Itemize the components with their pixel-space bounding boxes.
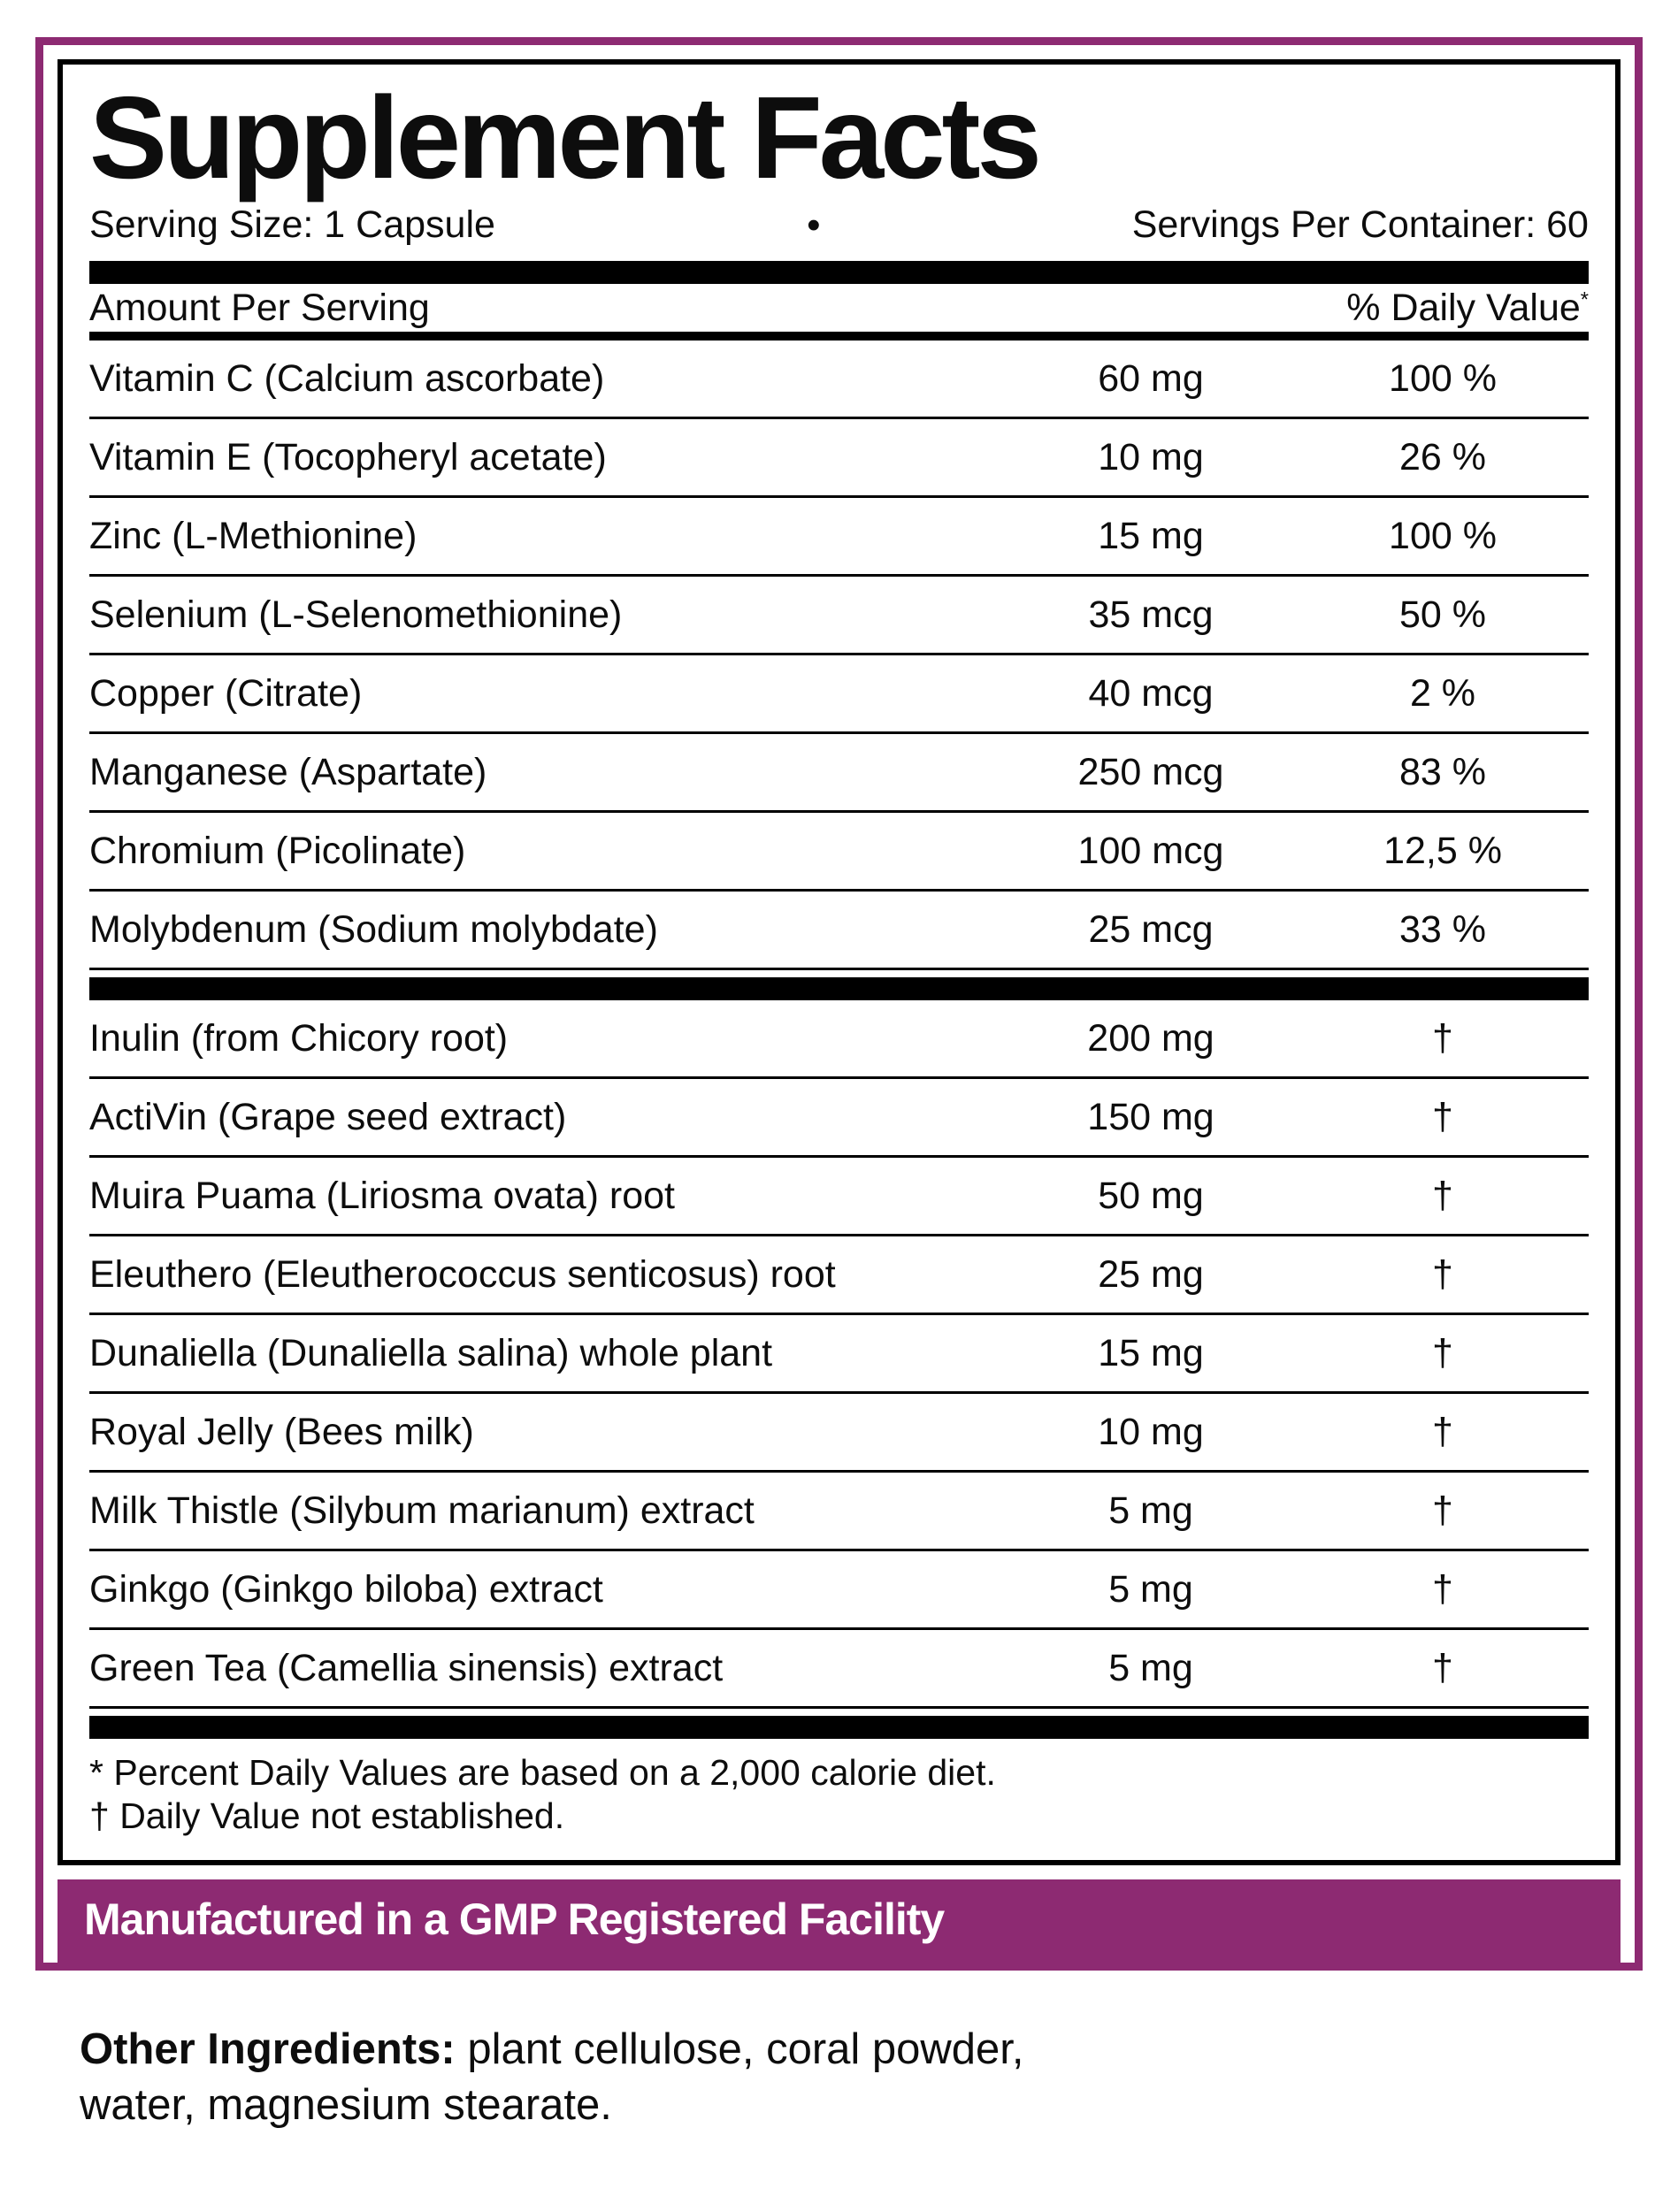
ingredient-amount: 15 mg bbox=[1098, 1331, 1204, 1374]
ingredient-amount: 5 mg bbox=[1108, 1489, 1193, 1532]
ingredient-name: Dunaliella (Dunaliella salina) whole pla… bbox=[89, 1331, 773, 1374]
amount-per-serving-header: Amount Per Serving bbox=[89, 286, 430, 329]
divider-bar-top bbox=[89, 261, 1589, 285]
ingredient-name: Copper (Citrate) bbox=[89, 671, 363, 715]
panel-title: Supplement Facts bbox=[89, 73, 1042, 203]
table-row: Muira Puama (Liriosma ovata) root 50 mg … bbox=[89, 1158, 1589, 1237]
table-row: Green Tea (Camellia sinensis) extract 5 … bbox=[89, 1630, 1589, 1710]
ingredient-daily-value: 100 % bbox=[1389, 514, 1497, 557]
ingredient-daily-value: † bbox=[1432, 1489, 1453, 1532]
vitamins-table: Vitamin C (Calcium ascorbate) 60 mg 100 … bbox=[89, 341, 1589, 971]
table-row: Zinc (L-Methionine) 15 mg 100 % bbox=[89, 498, 1589, 578]
ingredient-amount: 10 mg bbox=[1098, 435, 1204, 478]
ingredient-daily-value: 50 % bbox=[1398, 593, 1486, 636]
ingredient-amount: 25 mg bbox=[1098, 1252, 1204, 1296]
ingredient-amount: 10 mg bbox=[1098, 1410, 1204, 1453]
ingredient-daily-value: † bbox=[1432, 1567, 1453, 1611]
ingredient-name: Ginkgo (Ginkgo biloba) extract bbox=[89, 1567, 603, 1611]
ingredient-name: Zinc (L-Methionine) bbox=[89, 514, 418, 557]
table-row: ActiVin (Grape seed extract) 150 mg † bbox=[89, 1079, 1589, 1159]
purple-frame: Supplement Facts Serving Size: 1 Capsule… bbox=[35, 37, 1643, 1971]
ingredient-name: Eleuthero (Eleutherococcus senticosus) r… bbox=[89, 1252, 836, 1296]
ingredient-name: Royal Jelly (Bees milk) bbox=[89, 1410, 474, 1453]
ingredient-name: Inulin (from Chicory root) bbox=[89, 1016, 509, 1060]
ingredient-daily-value: 33 % bbox=[1398, 907, 1486, 951]
daily-value-asterisk: * bbox=[1580, 288, 1589, 312]
ingredient-daily-value: 26 % bbox=[1398, 435, 1486, 478]
ingredient-name: Selenium (L-Selenomethionine) bbox=[89, 593, 623, 636]
ingredient-daily-value: † bbox=[1432, 1252, 1453, 1296]
servings-per-container: Servings Per Container: 60 bbox=[1131, 203, 1589, 247]
ingredient-name: Molybdenum (Sodium molybdate) bbox=[89, 907, 658, 951]
supplement-facts-panel: Supplement Facts Serving Size: 1 Capsule… bbox=[57, 59, 1621, 1865]
bullet-separator: • bbox=[807, 203, 821, 247]
ingredient-amount: 250 mcg bbox=[1077, 750, 1224, 793]
ingredient-daily-value: † bbox=[1432, 1646, 1453, 1689]
footnotes: * Percent Daily Values are based on a 2,… bbox=[89, 1739, 1589, 1838]
ingredient-name: Vitamin C (Calcium ascorbate) bbox=[89, 356, 605, 400]
footnote-dagger: † Daily Value not established. bbox=[89, 1795, 565, 1837]
footnote-daily-value: * Percent Daily Values are based on a 2,… bbox=[89, 1752, 996, 1794]
ingredient-amount: 35 mcg bbox=[1088, 593, 1214, 636]
ingredient-amount: 5 mg bbox=[1108, 1567, 1193, 1611]
ingredient-name: Muira Puama (Liriosma ovata) root bbox=[89, 1174, 675, 1217]
ingredient-name: Milk Thistle (Silybum marianum) extract bbox=[89, 1489, 755, 1532]
ingredient-name: Chromium (Picolinate) bbox=[89, 829, 466, 872]
ingredient-amount: 25 mcg bbox=[1088, 907, 1214, 951]
ingredient-daily-value: † bbox=[1432, 1016, 1453, 1060]
ingredient-amount: 150 mg bbox=[1087, 1095, 1214, 1138]
table-row: Copper (Citrate) 40 mcg 2 % bbox=[89, 655, 1589, 735]
ingredient-name: ActiVin (Grape seed extract) bbox=[89, 1095, 567, 1138]
table-row: Inulin (from Chicory root) 200 mg † bbox=[89, 1000, 1589, 1080]
ingredient-amount: 50 mg bbox=[1098, 1174, 1204, 1217]
table-row: Selenium (L-Selenomethionine) 35 mcg 50 … bbox=[89, 577, 1589, 656]
table-row: Eleuthero (Eleutherococcus senticosus) r… bbox=[89, 1236, 1589, 1316]
divider-bar-bottom bbox=[89, 1716, 1589, 1740]
table-row: Royal Jelly (Bees milk) 10 mg † bbox=[89, 1394, 1589, 1473]
other-ingredients-text: plant cellulose, coral powder, water, ma… bbox=[80, 2024, 1024, 2130]
ingredient-daily-value: 12,5 % bbox=[1383, 829, 1502, 872]
ingredient-name: Manganese (Aspartate) bbox=[89, 750, 487, 793]
ingredient-daily-value: 100 % bbox=[1389, 356, 1497, 400]
ingredient-daily-value: † bbox=[1432, 1410, 1453, 1453]
ingredient-daily-value: † bbox=[1432, 1331, 1453, 1374]
other-ingredients-label: Other Ingredients: bbox=[80, 2024, 456, 2073]
divider-bar-middle bbox=[89, 977, 1589, 1001]
ingredient-amount: 5 mg bbox=[1108, 1646, 1193, 1689]
botanicals-table: Inulin (from Chicory root) 200 mg † Acti… bbox=[89, 1000, 1589, 1710]
ingredient-amount: 100 mcg bbox=[1077, 829, 1224, 872]
other-ingredients: Other Ingredients: plant cellulose, cora… bbox=[80, 2022, 1123, 2134]
ingredient-amount: 200 mg bbox=[1087, 1016, 1214, 1060]
serving-size: Serving Size: 1 Capsule bbox=[89, 203, 495, 247]
ingredient-daily-value: 2 % bbox=[1409, 671, 1476, 715]
ingredient-name: Vitamin E (Tocopheryl acetate) bbox=[89, 435, 607, 478]
table-row: Dunaliella (Dunaliella salina) whole pla… bbox=[89, 1315, 1589, 1395]
table-row: Milk Thistle (Silybum marianum) extract … bbox=[89, 1473, 1589, 1552]
table-row: Molybdenum (Sodium molybdate) 25 mcg 33 … bbox=[89, 892, 1589, 971]
ingredient-amount: 15 mg bbox=[1098, 514, 1204, 557]
column-headers: Amount Per Serving % Daily Value* bbox=[89, 284, 1589, 341]
ingredient-daily-value: 83 % bbox=[1398, 750, 1486, 793]
serving-row: Serving Size: 1 Capsule • Servings Per C… bbox=[89, 203, 1589, 247]
ingredient-name: Green Tea (Camellia sinensis) extract bbox=[89, 1646, 724, 1689]
table-row: Manganese (Aspartate) 250 mcg 83 % bbox=[89, 734, 1589, 814]
frame-padding: Supplement Facts Serving Size: 1 Capsule… bbox=[43, 45, 1635, 1963]
daily-value-header: % Daily Value* bbox=[1346, 286, 1589, 329]
ingredient-daily-value: † bbox=[1432, 1174, 1453, 1217]
ingredient-amount: 60 mg bbox=[1098, 356, 1204, 400]
table-row: Vitamin E (Tocopheryl acetate) 10 mg 26 … bbox=[89, 419, 1589, 499]
ingredient-amount: 40 mcg bbox=[1088, 671, 1214, 715]
table-row: Vitamin C (Calcium ascorbate) 60 mg 100 … bbox=[89, 341, 1589, 420]
supplement-label-page: Supplement Facts Serving Size: 1 Capsule… bbox=[35, 37, 1643, 2134]
gmp-banner: Manufactured in a GMP Registered Facilit… bbox=[57, 1879, 1621, 1963]
table-row: Chromium (Picolinate) 100 mcg 12,5 % bbox=[89, 813, 1589, 892]
gmp-banner-text: Manufactured in a GMP Registered Facilit… bbox=[84, 1894, 945, 1944]
ingredient-daily-value: † bbox=[1432, 1095, 1453, 1138]
table-row: Ginkgo (Ginkgo biloba) extract 5 mg † bbox=[89, 1551, 1589, 1631]
